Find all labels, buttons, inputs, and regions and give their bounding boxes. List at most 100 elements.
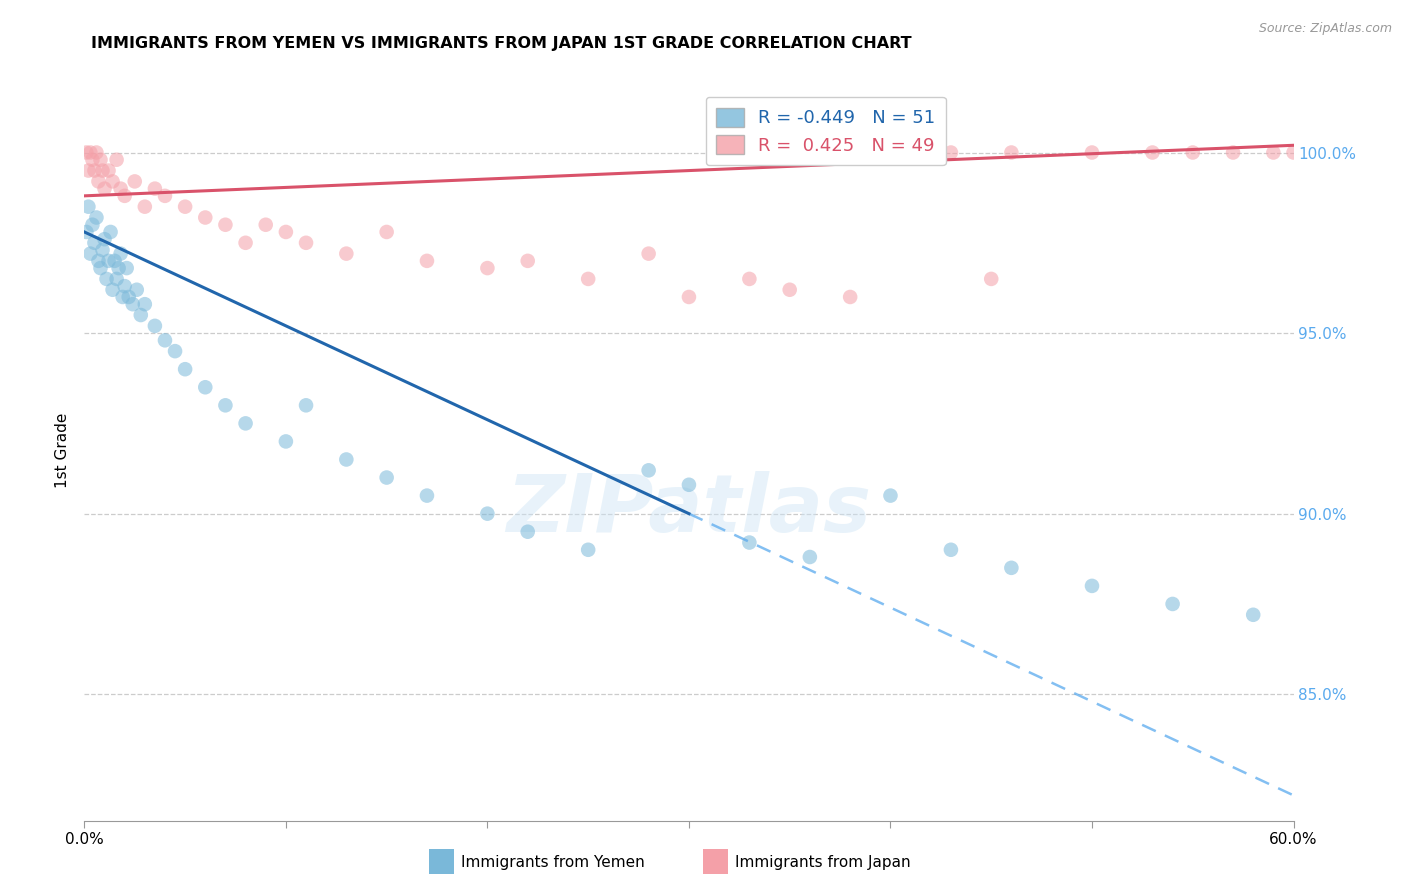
Point [637,463,659,477]
Point [104,253,127,268]
Point [335,246,357,260]
Point [194,211,217,225]
Point [375,225,398,239]
Point [779,283,801,297]
Point [214,398,236,412]
Point [125,283,148,297]
Point [86,145,108,160]
Point [114,279,136,293]
Point [416,253,439,268]
Point [516,253,538,268]
Point [1081,145,1104,160]
Point [105,272,128,286]
Point [1161,597,1184,611]
Point [295,235,318,250]
Point [174,362,197,376]
Point [97,163,120,178]
Legend: R = -0.449   N = 51, R =  0.425   N = 49: R = -0.449 N = 51, R = 0.425 N = 49 [706,96,946,165]
Point [93,181,115,195]
Text: Immigrants from Yemen: Immigrants from Yemen [461,855,645,870]
Point [637,246,659,260]
Point [194,380,217,394]
Point [738,535,761,549]
Point [214,218,236,232]
Point [174,200,197,214]
Point [87,253,110,268]
Point [93,232,115,246]
Point [83,235,105,250]
Point [134,200,156,214]
Point [678,290,700,304]
Point [375,470,398,484]
Point [153,334,176,348]
Point [143,318,166,333]
Point [235,417,257,431]
Point [939,542,962,557]
Point [111,290,134,304]
Point [110,181,132,195]
Point [91,163,114,178]
Point [77,200,100,214]
Point [477,507,499,521]
Point [839,290,862,304]
Point [97,253,120,268]
Point [101,283,124,297]
Point [129,308,152,322]
Point [114,189,136,203]
Point [1222,145,1244,160]
Point [1081,579,1104,593]
Point [335,452,357,467]
Point [939,145,962,160]
Point [87,174,110,188]
Point [89,153,111,167]
Point [96,272,118,286]
Point [1181,145,1204,160]
Point [82,218,104,232]
Text: ZIPatlas: ZIPatlas [506,471,872,549]
Text: Source: ZipAtlas.com: Source: ZipAtlas.com [1258,22,1392,36]
Point [1241,607,1264,622]
Point [576,542,599,557]
Point [77,163,100,178]
Point [86,211,108,225]
Point [118,290,141,304]
Point [274,434,297,449]
Point [254,218,277,232]
Point [416,489,439,503]
Point [1302,145,1324,160]
Point [121,297,143,311]
Point [295,398,318,412]
Point [477,261,499,276]
Point [274,225,297,239]
Point [83,163,105,178]
Point [101,174,124,188]
Point [79,246,101,260]
Point [165,344,187,359]
Point [100,225,122,239]
Point [799,549,821,564]
Point [1000,561,1022,575]
Point [115,261,138,276]
Point [1142,145,1164,160]
Y-axis label: 1st Grade: 1st Grade [55,413,70,488]
Point [738,272,761,286]
Point [105,153,128,167]
Point [879,489,901,503]
Text: IMMIGRANTS FROM YEMEN VS IMMIGRANTS FROM JAPAN 1ST GRADE CORRELATION CHART: IMMIGRANTS FROM YEMEN VS IMMIGRANTS FROM… [91,36,912,51]
Point [89,261,111,276]
Text: Immigrants from Japan: Immigrants from Japan [735,855,911,870]
Point [235,235,257,250]
Point [75,145,97,160]
Point [134,297,156,311]
Point [980,272,1002,286]
Point [576,272,599,286]
Point [143,181,166,195]
Point [91,243,114,257]
Point [1000,145,1022,160]
Point [678,477,700,491]
Point [82,153,104,167]
Point [153,189,176,203]
Point [107,261,129,276]
Point [79,145,101,160]
Point [110,246,132,260]
